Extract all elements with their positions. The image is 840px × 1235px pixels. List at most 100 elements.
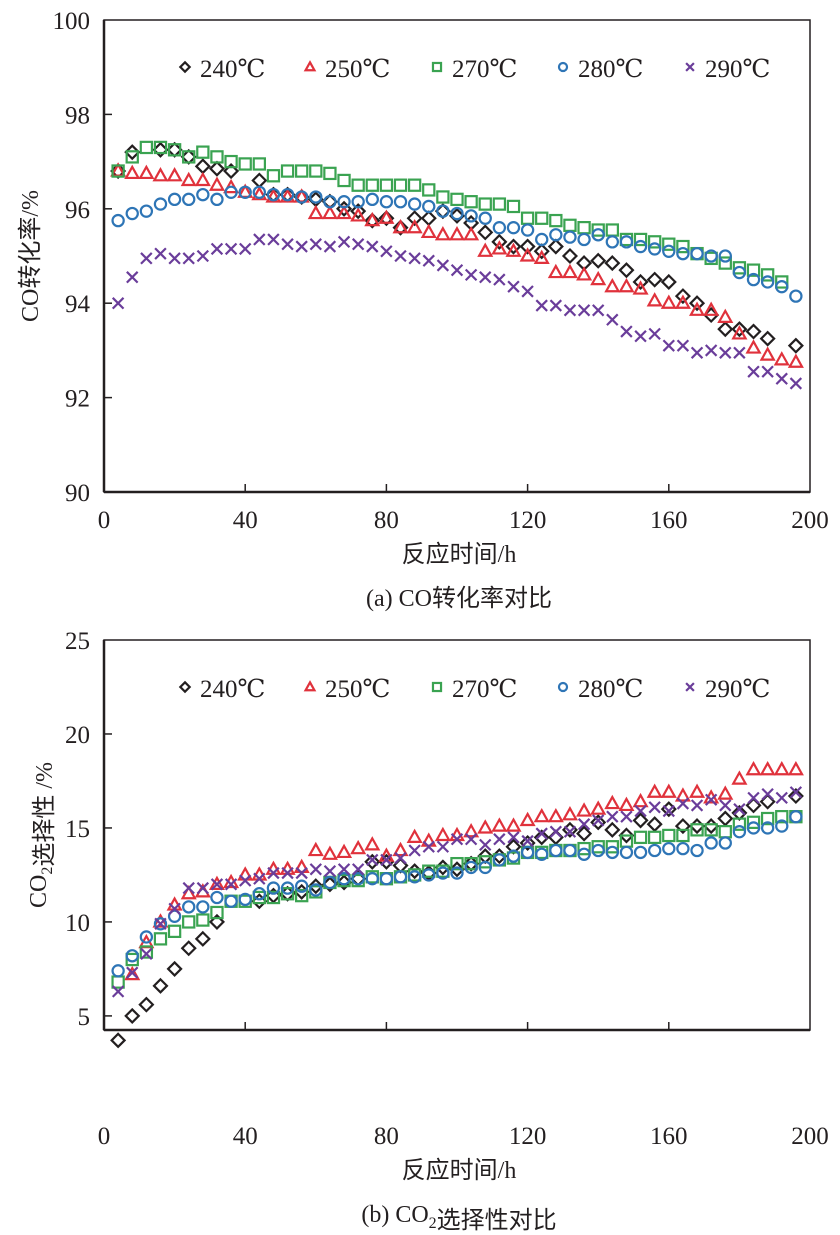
data-point [519, 834, 536, 852]
data-point [450, 206, 464, 221]
data-point [111, 964, 125, 978]
data-point [491, 817, 508, 832]
data-point [434, 826, 451, 842]
data-point [239, 874, 252, 887]
x-axis-title: 反应时间/h [402, 541, 517, 568]
data-point [351, 863, 365, 876]
data-point [139, 204, 154, 218]
data-point [632, 812, 649, 829]
data-point [406, 218, 423, 234]
data-point [577, 841, 591, 856]
data-point [493, 833, 506, 846]
data-point [689, 783, 706, 798]
x-tick-label: 120 [509, 507, 547, 534]
data-point [295, 888, 309, 903]
data-point [406, 828, 423, 843]
data-point [166, 167, 183, 182]
data-point [224, 242, 238, 256]
data-point [393, 195, 408, 209]
data-point [182, 150, 196, 164]
data-point [253, 233, 266, 246]
data-point [478, 197, 492, 211]
data-point [422, 254, 435, 267]
data-point [464, 860, 478, 875]
data-point [577, 847, 591, 861]
data-point [196, 913, 210, 927]
data-point [309, 883, 323, 897]
data-point [478, 211, 492, 225]
data-point [718, 256, 732, 270]
data-point [662, 828, 676, 843]
data-point [604, 821, 621, 838]
data-point [718, 825, 732, 839]
data-point [366, 240, 379, 253]
data-point [436, 190, 450, 204]
data-point [590, 270, 607, 286]
data-point [745, 760, 762, 776]
data-point [478, 860, 492, 875]
data-point [676, 339, 690, 352]
data-point [647, 843, 662, 858]
data-point [295, 866, 308, 880]
data-point [124, 1007, 141, 1024]
data-point [591, 840, 605, 854]
data-point [295, 164, 309, 178]
x-tick-label: 200 [791, 507, 829, 534]
data-point [519, 811, 536, 827]
data-point [420, 210, 437, 227]
data-point [604, 794, 621, 810]
data-point [506, 849, 521, 863]
data-point [690, 843, 704, 858]
data-point [592, 304, 605, 317]
data-point [519, 247, 536, 262]
data-point [380, 853, 393, 867]
data-point [533, 829, 550, 846]
data-point [463, 226, 480, 241]
data-point [647, 235, 662, 249]
data-point [547, 807, 564, 823]
data-point [265, 188, 282, 203]
data-point [194, 171, 211, 187]
data-point [111, 975, 125, 989]
data-point [732, 817, 747, 831]
data-point [125, 206, 139, 221]
data-point [717, 785, 734, 800]
data-point [662, 841, 676, 856]
data-point [563, 843, 577, 858]
data-point [208, 913, 225, 930]
data-point [392, 841, 409, 857]
data-point [775, 372, 788, 385]
data-point [351, 238, 365, 251]
data-point [180, 885, 197, 900]
x-tick-label: 120 [509, 1123, 547, 1150]
data-point [420, 223, 437, 239]
data-point [479, 838, 492, 852]
data-point [479, 271, 492, 284]
data-point [477, 819, 494, 834]
data-point [674, 818, 691, 835]
data-point [746, 263, 761, 277]
axis-ticks: 0 40 80 120 160 200 90 92 94 96 98 100 [53, 8, 829, 534]
data-point [124, 965, 141, 981]
data-point [251, 893, 268, 910]
data-point [124, 144, 141, 161]
data-point [787, 787, 804, 805]
data-point [422, 864, 436, 878]
data-point [605, 223, 619, 237]
data-point [704, 836, 718, 850]
data-point [733, 802, 746, 816]
data-point [787, 337, 804, 354]
data-point [337, 872, 351, 886]
data-point [407, 197, 422, 211]
data-point [505, 238, 522, 255]
data-point [350, 207, 367, 222]
data-point [448, 861, 466, 878]
data-point [760, 811, 775, 826]
data-point [704, 823, 718, 837]
data-point [759, 346, 776, 361]
data-point [153, 932, 168, 946]
data-point [491, 240, 508, 255]
data-point [208, 176, 225, 191]
data-point [620, 325, 633, 338]
